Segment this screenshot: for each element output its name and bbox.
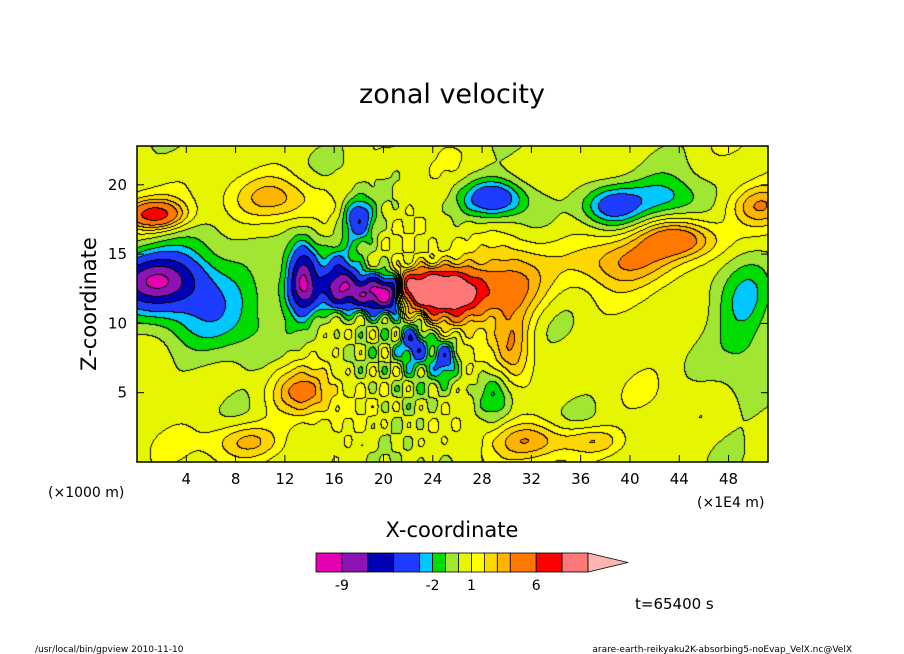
y-tick-label: 10 (108, 314, 127, 332)
footer-right: arare-earth-reikyaku2K-absorbing5-noEvap… (592, 645, 852, 654)
colorbar-tick-label: -9 (335, 578, 349, 594)
y-tick-label: 15 (108, 245, 127, 263)
colorbar-box (535, 552, 563, 573)
x-tick-label: 4 (182, 470, 192, 488)
x-axis-label: X-coordinate (386, 518, 519, 542)
x-tick-label: 20 (374, 470, 393, 488)
colorbar-box (315, 552, 343, 573)
y-tick-label: 20 (108, 176, 127, 194)
colorbar-box (341, 552, 369, 573)
colorbar-box (393, 552, 421, 573)
y-tick-label: 5 (117, 384, 127, 402)
colorbar-box (509, 552, 537, 573)
x-tick-label: 48 (719, 470, 738, 488)
x-tick-label: 12 (275, 470, 294, 488)
x-tick-label: 28 (473, 470, 492, 488)
x-tick-label: 24 (423, 470, 442, 488)
colorbar-box (458, 552, 472, 573)
y-unit-label: (×1000 m) (48, 485, 124, 501)
colorbar: -9 -2 1 6 (315, 552, 629, 594)
colorbar-tick-label: 6 (532, 578, 541, 594)
time-label: t=65400 s (635, 595, 714, 613)
x-tick-label: 36 (571, 470, 590, 488)
x-tick-label: 32 (522, 470, 541, 488)
y-axis: 5 10 15 20 (108, 176, 768, 402)
x-tick-label: 44 (670, 470, 689, 488)
chart-title: zonal velocity (359, 79, 545, 110)
x-unit-label: (×1E4 m) (697, 495, 764, 511)
colorbar-box (419, 552, 433, 573)
x-axis: 4 8 12 16 20 24 28 32 36 40 44 48 (182, 146, 738, 488)
colorbar-extend-arrow (587, 552, 629, 573)
x-tick-label: 40 (620, 470, 639, 488)
colorbar-box (483, 552, 498, 573)
colorbar-box (367, 552, 395, 573)
footer-left: /usr/local/bin/gpview 2010-11-10 (35, 645, 184, 654)
colorbar-tick-label: 1 (467, 578, 476, 594)
x-tick-label: 16 (325, 470, 344, 488)
plot-frame (136, 145, 769, 463)
colorbar-box (496, 552, 511, 573)
plot-area (136, 145, 769, 463)
contour-field (137, 146, 768, 462)
x-tick-label: 8 (231, 470, 241, 488)
y-axis-label: Z-coordinate (77, 237, 101, 371)
colorbar-box (561, 552, 589, 573)
colorbar-box (445, 552, 459, 573)
colorbar-tick-label: -2 (426, 578, 440, 594)
colorbar-box (471, 552, 485, 573)
colorbar-box (432, 552, 446, 573)
